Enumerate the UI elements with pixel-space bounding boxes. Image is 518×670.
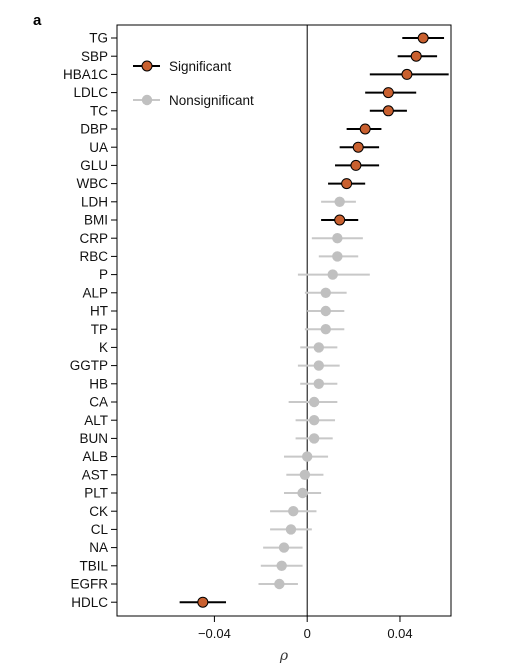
category-label-k: K [99, 340, 108, 355]
point-ggtp [313, 360, 324, 371]
category-label-p: P [99, 267, 108, 282]
point-plt [297, 487, 308, 499]
legend-label-nonsignificant: Nonsignificant [169, 93, 254, 108]
point-wbc [341, 178, 353, 190]
category-label-bun: BUN [79, 431, 108, 446]
point-rbc [332, 251, 343, 262]
panel-label: a [33, 12, 42, 29]
point-sbp [410, 50, 422, 62]
category-label-tbil: TBIL [79, 558, 108, 573]
category-label-glu: GLU [80, 158, 108, 173]
category-label-ht: HT [90, 304, 108, 319]
point-k [313, 342, 324, 353]
point-hdlc [197, 596, 209, 608]
category-label-bmi: BMI [84, 213, 108, 228]
category-label-ca: CA [89, 395, 108, 410]
category-label-hb: HB [89, 376, 108, 391]
category-label-ua: UA [89, 140, 108, 155]
point-tg [417, 32, 429, 44]
category-label-ast: AST [82, 467, 108, 482]
category-label-hba1c: HBA1C [63, 67, 108, 82]
x-tick-label: 0.04 [387, 626, 412, 641]
point-hb [313, 378, 324, 389]
point-ua [352, 141, 364, 153]
point-dbp [359, 123, 371, 135]
category-label-ggtp: GGTP [70, 358, 108, 373]
x-tick-label: 0 [304, 626, 311, 641]
point-tc [382, 105, 394, 117]
category-label-tc: TC [90, 103, 108, 118]
legend-marker-significant [141, 60, 153, 72]
category-label-alp: ALP [82, 285, 108, 300]
category-label-crp: CRP [79, 231, 108, 246]
point-ldh [334, 196, 345, 207]
point-ht [320, 305, 331, 317]
point-ck [288, 506, 299, 517]
point-glu [350, 159, 362, 171]
category-label-hdlc: HDLC [71, 595, 108, 610]
legend-label-significant: Significant [169, 59, 232, 74]
legend-marker-nonsignificant [141, 94, 153, 106]
point-cl [285, 524, 297, 535]
category-label-dbp: DBP [80, 122, 108, 137]
point-alp [320, 287, 331, 298]
x-tick-label: −0.04 [198, 626, 231, 641]
point-crp [332, 233, 343, 244]
point-p [327, 269, 338, 280]
category-label-cl: CL [91, 522, 109, 537]
category-label-rbc: RBC [79, 249, 108, 264]
category-label-ldlc: LDLC [73, 85, 108, 100]
point-hba1c [401, 68, 413, 80]
category-label-plt: PLT [84, 486, 108, 501]
category-label-alt: ALT [84, 413, 108, 428]
point-na [278, 542, 290, 553]
category-label-tg: TG [89, 31, 108, 46]
category-label-tp: TP [91, 322, 108, 337]
category-label-sbp: SBP [81, 49, 108, 64]
category-label-wbc: WBC [77, 176, 109, 191]
plot-frame [116, 24, 452, 617]
x-axis-label: ρ [279, 648, 289, 664]
category-label-ldh: LDH [81, 194, 108, 209]
point-bmi [334, 214, 346, 226]
point-ldlc [382, 87, 394, 99]
point-alb [301, 451, 313, 462]
point-tbil [276, 560, 287, 571]
category-label-alb: ALB [82, 449, 108, 464]
category-label-ck: CK [89, 504, 108, 519]
point-egfr [274, 578, 285, 590]
point-ast [299, 469, 311, 480]
point-ca [308, 396, 320, 408]
point-bun [308, 433, 320, 444]
category-label-egfr: EGFR [70, 577, 108, 592]
point-alt [308, 415, 320, 426]
point-tp [320, 324, 331, 335]
category-label-na: NA [89, 540, 108, 555]
